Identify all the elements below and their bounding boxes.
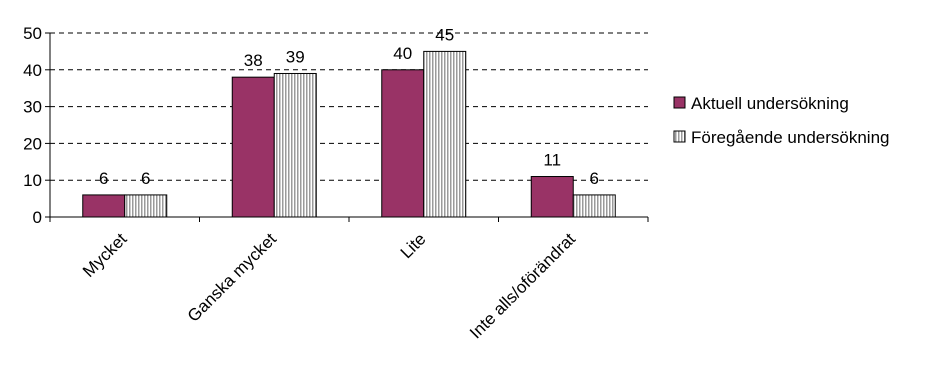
y-tick-label-10: 10 [23,171,42,190]
bar-1-0 [231,76,275,218]
data-label-1-0: 38 [244,51,263,70]
legend-label-1: Föregående undersökning [691,128,889,147]
bar-2-0 [381,69,425,218]
y-tick-label-20: 20 [23,134,42,153]
y-tick-labels: 0 10 20 30 40 50 [23,24,42,227]
data-label-3-0: 11 [543,151,561,170]
category-label-2: Lite [397,229,430,262]
y-tick-label-30: 30 [23,98,42,117]
bars [82,50,616,218]
bar-2-1 [423,50,467,218]
y-tick-label-0: 0 [33,208,42,227]
y-tick-label-50: 50 [23,24,42,43]
data-label-3-1: 6 [590,169,599,188]
data-labels: 6 6 38 39 40 45 11 6 [99,25,599,188]
axes [45,32,649,222]
bar-0-0 [82,194,126,218]
legend: Aktuell undersökning Föregående undersökn… [673,94,889,147]
data-label-2-0: 40 [393,44,412,63]
bar-1-1 [273,72,317,218]
y-tick-label-40: 40 [23,61,42,80]
legend-swatch-1 [673,130,686,143]
category-label-3: Inte alls/oförändrat [466,229,579,342]
category-label-0: Mycket [79,229,131,281]
data-label-0-1: 6 [141,169,150,188]
category-label-1: Ganska mycket [184,229,280,325]
category-labels: Mycket Ganska mycket Lite Inte alls/oföränd… [79,229,579,342]
data-label-2-1: 45 [435,25,454,44]
legend-label-0: Aktuell undersökning [691,94,849,113]
data-label-0-0: 6 [99,169,108,188]
data-label-1-1: 39 [286,47,305,66]
legend-swatch-0 [673,96,686,109]
bar-0-1 [124,194,168,218]
bar-3-0 [530,176,574,218]
bar-3-1 [572,194,616,218]
